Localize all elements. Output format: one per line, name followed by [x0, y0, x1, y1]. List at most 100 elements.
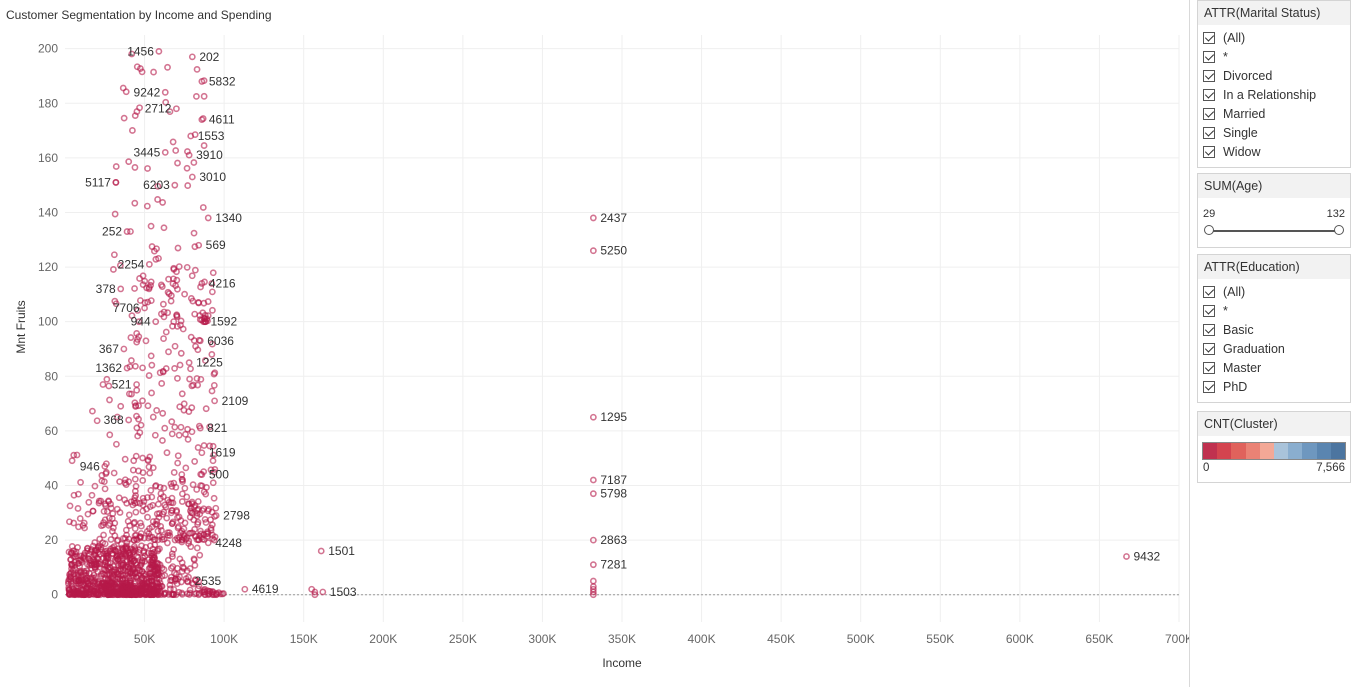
checkbox-checked-icon[interactable] [1203, 304, 1215, 317]
education-option[interactable]: Graduation [1198, 339, 1350, 358]
data-point [70, 491, 78, 499]
data-point [211, 369, 219, 377]
checkbox-checked-icon[interactable] [1203, 69, 1215, 82]
checkbox-checked-icon[interactable] [1203, 107, 1215, 120]
data-point [135, 318, 143, 326]
data-point [132, 402, 140, 410]
data-point [81, 590, 89, 597]
marital-status-option[interactable]: Widow [1198, 142, 1350, 161]
x-axis-label: Income [602, 656, 642, 670]
data-point [139, 364, 146, 372]
data-point [79, 580, 87, 588]
data-point [120, 550, 128, 558]
checkbox-checked-icon[interactable] [1203, 342, 1215, 355]
data-point [589, 577, 597, 585]
data-point [128, 50, 136, 58]
color-ramp-step [1217, 443, 1232, 459]
education-option[interactable]: * [1198, 301, 1350, 320]
checkbox-checked-icon[interactable] [1203, 31, 1215, 44]
data-point [133, 63, 141, 71]
marital-status-option[interactable]: Married [1198, 104, 1350, 123]
data-point [138, 590, 146, 597]
data-point [114, 536, 122, 544]
checkbox-checked-icon[interactable] [1203, 88, 1215, 101]
age-range-slider[interactable] [1204, 224, 1344, 238]
checkbox-checked-icon[interactable] [1203, 361, 1215, 374]
data-point [169, 518, 177, 526]
data-point [185, 151, 193, 159]
slider-max-handle[interactable] [1334, 225, 1344, 235]
data-point [183, 493, 191, 501]
checkbox-checked-icon[interactable] [1203, 126, 1215, 139]
data-point [209, 306, 216, 314]
education-option[interactable]: Basic [1198, 320, 1350, 339]
data-point [153, 517, 161, 525]
marital-status-option[interactable]: In a Relationship [1198, 85, 1350, 104]
scatter-chart[interactable]: 1456 202 5832 9242 2712 4611 1553 3445 3910 3010 6… [0, 0, 1189, 687]
data-point [201, 357, 209, 364]
data-point [138, 584, 145, 591]
data-point [100, 550, 108, 558]
point-label: 2712 [145, 102, 172, 116]
data-point [197, 283, 204, 291]
data-point [195, 299, 203, 307]
education-option[interactable]: (All) [1198, 282, 1350, 301]
x-tick-label: 250K [449, 632, 477, 646]
data-point [115, 570, 123, 578]
data-point [149, 464, 157, 472]
marital-status-option[interactable]: (All) [1198, 28, 1350, 47]
marital-status-option-label: Widow [1223, 144, 1261, 159]
data-point [183, 263, 191, 271]
data-point [182, 464, 190, 472]
data-point [169, 553, 176, 560]
checkbox-checked-icon[interactable] [1203, 285, 1215, 298]
data-point [147, 278, 155, 286]
data-point [131, 525, 139, 532]
data-point [131, 545, 139, 552]
checkbox-checked-icon[interactable] [1203, 145, 1215, 158]
data-point [68, 560, 76, 568]
education-filter-header: ATTR(Education) [1198, 255, 1350, 279]
data-point [196, 337, 204, 345]
data-point [161, 424, 169, 432]
data-point [76, 515, 84, 522]
data-point [193, 544, 201, 552]
data-point [170, 469, 178, 476]
data-point [101, 485, 109, 493]
age-max-value: 132 [1326, 208, 1345, 220]
data-point [154, 547, 162, 555]
checkbox-checked-icon[interactable] [1203, 380, 1215, 393]
data-point [148, 243, 156, 250]
education-option[interactable]: PhD [1198, 377, 1350, 396]
ramp-min-label: 0 [1203, 462, 1210, 474]
data-point [119, 84, 127, 92]
data-point [189, 481, 197, 489]
data-point [129, 566, 137, 574]
data-point [101, 561, 109, 569]
data-point [317, 547, 325, 555]
data-point [177, 423, 185, 431]
marital-status-option[interactable]: * [1198, 47, 1350, 66]
color-ramp-step [1245, 443, 1260, 459]
data-point [145, 372, 153, 379]
marital-status-option[interactable]: Single [1198, 123, 1350, 142]
data-point [103, 508, 111, 515]
data-point [104, 589, 112, 597]
y-tick-label: 40 [45, 478, 59, 492]
slider-min-handle[interactable] [1204, 225, 1214, 235]
checkbox-checked-icon[interactable] [1203, 50, 1215, 63]
data-point [164, 539, 171, 547]
checkbox-checked-icon[interactable] [1203, 323, 1215, 336]
data-point [136, 499, 144, 507]
data-point [115, 494, 123, 502]
data-point [172, 483, 180, 491]
education-option[interactable]: Master [1198, 358, 1350, 377]
data-point [174, 244, 182, 252]
point-label: 821 [207, 421, 227, 435]
data-point [200, 531, 208, 538]
data-point [162, 503, 170, 511]
data-point [188, 53, 196, 61]
data-point [122, 526, 130, 534]
marital-status-option[interactable]: Divorced [1198, 66, 1350, 85]
point-label: 1503 [330, 585, 357, 599]
